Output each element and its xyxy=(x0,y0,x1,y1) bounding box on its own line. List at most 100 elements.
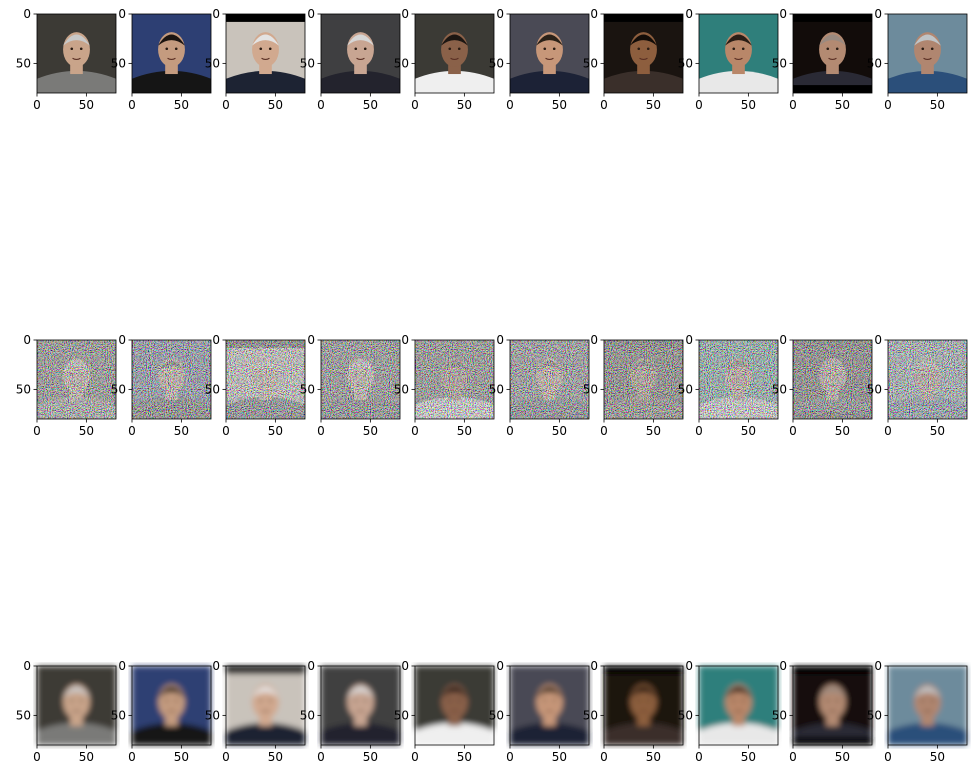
y-tick-label: 50 xyxy=(300,56,315,70)
subplot-r1-c3: 0 50 0 50 xyxy=(205,7,306,112)
y-tick: 0 xyxy=(496,333,510,347)
y-tick: 0 xyxy=(401,333,415,347)
axes-frame xyxy=(320,339,401,420)
face-image xyxy=(510,14,589,93)
y-tick: 50 xyxy=(16,56,37,70)
axes-frame xyxy=(887,13,968,94)
x-tick: 50 xyxy=(363,745,378,764)
x-tick-label: 0 xyxy=(789,750,797,764)
x-tick-label: 50 xyxy=(174,750,189,764)
x-tick: 50 xyxy=(741,93,756,112)
face-image xyxy=(699,14,778,93)
x-tick-label: 50 xyxy=(646,750,661,764)
x-tick-label: 50 xyxy=(741,98,756,112)
y-tick: 0 xyxy=(496,7,510,21)
x-tick: 50 xyxy=(363,419,378,438)
x-tick-label: 0 xyxy=(317,424,325,438)
face-image xyxy=(510,666,589,745)
y-tick-label: 50 xyxy=(489,56,504,70)
x-tick: 50 xyxy=(646,745,661,764)
x-tick-label: 0 xyxy=(411,750,419,764)
x-tick: 0 xyxy=(789,419,797,438)
x-tick-label: 50 xyxy=(835,98,850,112)
x-tick-label: 0 xyxy=(884,98,892,112)
y-tick-label: 50 xyxy=(394,56,409,70)
subplot-r1-c4: 0 50 0 50 xyxy=(300,7,401,112)
axes-frame xyxy=(887,665,968,746)
axes-frame xyxy=(603,665,684,746)
x-tick-label: 0 xyxy=(789,98,797,112)
x-tick: 50 xyxy=(79,93,94,112)
y-tick-label: 0 xyxy=(401,659,409,673)
subplot-r2-c8: 0 50 0 50 xyxy=(678,333,779,438)
x-tick: 50 xyxy=(363,93,378,112)
y-tick-label: 0 xyxy=(401,333,409,347)
x-tick: 0 xyxy=(884,419,892,438)
y-tick-label: 0 xyxy=(685,333,693,347)
y-tick-label: 0 xyxy=(496,659,504,673)
x-tick: 50 xyxy=(457,93,472,112)
face-image xyxy=(321,340,400,419)
x-tick: 50 xyxy=(741,419,756,438)
x-tick: 0 xyxy=(695,93,703,112)
x-tick: 0 xyxy=(33,745,41,764)
y-tick: 50 xyxy=(300,382,321,396)
subplot-r1-c7: 0 50 0 50 xyxy=(583,7,684,112)
x-tick-label: 0 xyxy=(222,750,230,764)
x-tick: 0 xyxy=(884,745,892,764)
x-tick-label: 50 xyxy=(268,750,283,764)
axes-frame xyxy=(792,339,873,420)
subplot-r2-c6: 0 50 0 50 xyxy=(489,333,590,438)
y-tick: 50 xyxy=(16,708,37,722)
y-tick-label: 0 xyxy=(779,659,787,673)
y-tick: 0 xyxy=(590,333,604,347)
y-tick-label: 50 xyxy=(583,56,598,70)
x-tick: 50 xyxy=(552,745,567,764)
x-tick: 50 xyxy=(741,745,756,764)
y-tick-label: 50 xyxy=(867,382,882,396)
y-tick-label: 50 xyxy=(772,708,787,722)
axes-frame xyxy=(698,665,779,746)
x-tick-label: 50 xyxy=(552,424,567,438)
y-tick-label: 0 xyxy=(496,333,504,347)
y-tick-label: 50 xyxy=(489,708,504,722)
y-tick-label: 0 xyxy=(23,333,31,347)
y-tick-label: 50 xyxy=(111,382,126,396)
x-tick-label: 0 xyxy=(411,424,419,438)
face-image xyxy=(699,666,778,745)
face-image xyxy=(226,14,305,93)
x-tick: 0 xyxy=(317,93,325,112)
x-tick-label: 50 xyxy=(930,98,945,112)
y-tick-label: 0 xyxy=(874,333,882,347)
x-tick: 0 xyxy=(222,419,230,438)
x-tick-label: 50 xyxy=(457,98,472,112)
y-tick: 50 xyxy=(583,708,604,722)
y-tick: 50 xyxy=(16,382,37,396)
x-tick-label: 50 xyxy=(363,750,378,764)
face-image xyxy=(888,666,967,745)
y-tick-label: 0 xyxy=(23,659,31,673)
x-tick-label: 0 xyxy=(317,98,325,112)
axes-frame xyxy=(509,665,590,746)
y-tick-label: 50 xyxy=(300,708,315,722)
axes-frame xyxy=(509,13,590,94)
y-tick-label: 0 xyxy=(212,659,220,673)
y-tick: 50 xyxy=(111,56,132,70)
face-image xyxy=(37,666,116,745)
subplot-r2-c4: 0 50 0 50 xyxy=(300,333,401,438)
y-tick-label: 0 xyxy=(307,7,315,21)
x-tick-label: 50 xyxy=(174,98,189,112)
x-tick: 0 xyxy=(789,745,797,764)
x-tick: 0 xyxy=(33,419,41,438)
y-tick-label: 0 xyxy=(685,7,693,21)
x-tick: 0 xyxy=(128,93,136,112)
axes-frame xyxy=(698,13,779,94)
y-tick: 50 xyxy=(205,708,226,722)
axes-frame xyxy=(131,339,212,420)
face-image xyxy=(793,340,872,419)
subplot-r1-c2: 0 50 0 50 xyxy=(111,7,212,112)
y-tick: 50 xyxy=(678,382,699,396)
x-tick: 0 xyxy=(128,419,136,438)
y-tick-label: 50 xyxy=(678,56,693,70)
x-tick-label: 0 xyxy=(506,750,514,764)
